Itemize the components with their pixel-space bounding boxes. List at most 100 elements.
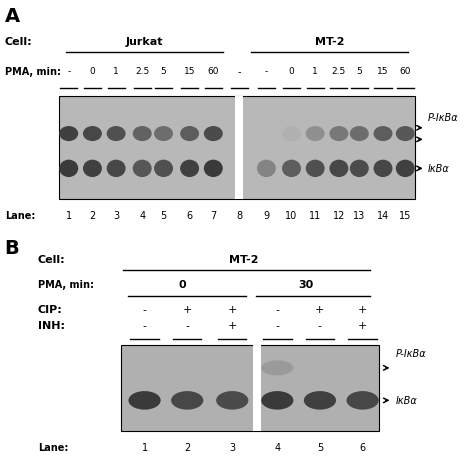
Text: 4: 4 <box>139 210 145 220</box>
Ellipse shape <box>107 160 126 178</box>
Text: 2.5: 2.5 <box>135 67 149 76</box>
Ellipse shape <box>329 127 348 142</box>
Text: 14: 14 <box>377 210 389 220</box>
Ellipse shape <box>107 127 126 142</box>
Text: -: - <box>265 67 268 76</box>
Text: 0: 0 <box>289 67 294 76</box>
Text: 11: 11 <box>309 210 321 220</box>
Text: CIP:: CIP: <box>38 304 63 314</box>
Ellipse shape <box>204 127 223 142</box>
Text: -: - <box>185 320 189 330</box>
Text: 2.5: 2.5 <box>332 67 346 76</box>
Ellipse shape <box>83 160 102 178</box>
Text: Cell:: Cell: <box>5 37 32 47</box>
Text: 13: 13 <box>353 210 365 220</box>
Ellipse shape <box>216 391 248 410</box>
Ellipse shape <box>306 127 325 142</box>
Ellipse shape <box>374 127 392 142</box>
Text: -: - <box>275 304 279 314</box>
Text: +: + <box>358 304 367 314</box>
Text: Lane:: Lane: <box>5 210 35 220</box>
Ellipse shape <box>396 127 415 142</box>
Text: P-IκBα: P-IκBα <box>428 113 458 123</box>
Ellipse shape <box>306 160 325 178</box>
Text: A: A <box>5 7 20 26</box>
Text: 6: 6 <box>187 210 192 220</box>
Text: 0: 0 <box>179 280 186 290</box>
Text: +: + <box>315 304 325 314</box>
Text: Lane:: Lane: <box>38 442 68 452</box>
Ellipse shape <box>59 127 78 142</box>
Ellipse shape <box>133 127 152 142</box>
Ellipse shape <box>282 127 301 142</box>
Text: 8: 8 <box>237 210 242 220</box>
Text: 12: 12 <box>333 210 345 220</box>
Text: 2: 2 <box>184 442 191 452</box>
Text: 10: 10 <box>285 210 298 220</box>
Text: INH:: INH: <box>38 320 65 330</box>
Text: P-IκBα: P-IκBα <box>396 348 427 358</box>
Text: 3: 3 <box>229 442 235 452</box>
Text: -: - <box>143 304 146 314</box>
Ellipse shape <box>282 160 301 178</box>
Ellipse shape <box>350 127 369 142</box>
Text: 1: 1 <box>142 442 147 452</box>
Ellipse shape <box>180 127 199 142</box>
Ellipse shape <box>304 391 336 410</box>
Text: Jurkat: Jurkat <box>126 37 164 47</box>
Text: IκBα: IκBα <box>396 395 418 406</box>
Text: -: - <box>67 67 70 76</box>
Text: Cell:: Cell: <box>38 254 65 264</box>
Text: 15: 15 <box>184 67 195 76</box>
Text: -: - <box>237 67 241 77</box>
Ellipse shape <box>261 391 293 410</box>
Text: -: - <box>143 320 146 330</box>
FancyBboxPatch shape <box>121 345 379 431</box>
Ellipse shape <box>180 160 199 178</box>
Ellipse shape <box>374 160 392 178</box>
Text: 1: 1 <box>66 210 72 220</box>
Ellipse shape <box>128 391 161 410</box>
Text: +: + <box>358 320 367 330</box>
Text: -: - <box>275 320 279 330</box>
Text: 3: 3 <box>113 210 119 220</box>
Text: 15: 15 <box>377 67 389 76</box>
Text: 1: 1 <box>312 67 318 76</box>
Text: 6: 6 <box>360 442 365 452</box>
Text: -: - <box>318 320 322 330</box>
Ellipse shape <box>171 391 203 410</box>
Ellipse shape <box>154 127 173 142</box>
Text: 30: 30 <box>298 280 313 290</box>
Ellipse shape <box>396 160 415 178</box>
FancyBboxPatch shape <box>59 97 415 199</box>
Text: 9: 9 <box>264 210 269 220</box>
Ellipse shape <box>133 160 152 178</box>
Text: +: + <box>228 304 237 314</box>
Text: +: + <box>182 304 192 314</box>
Ellipse shape <box>257 160 276 178</box>
Text: 5: 5 <box>317 442 323 452</box>
Text: 4: 4 <box>274 442 280 452</box>
Ellipse shape <box>59 160 78 178</box>
Text: 0: 0 <box>90 67 95 76</box>
Text: 60: 60 <box>400 67 411 76</box>
Text: IκBα: IκBα <box>428 164 449 174</box>
Bar <box>253 345 261 431</box>
Bar <box>235 97 243 199</box>
Text: 7: 7 <box>210 210 217 220</box>
Text: 1: 1 <box>113 67 119 76</box>
Text: 2: 2 <box>89 210 96 220</box>
Text: PMA, min:: PMA, min: <box>38 280 94 290</box>
Text: 60: 60 <box>208 67 219 76</box>
Ellipse shape <box>350 160 369 178</box>
Text: +: + <box>228 320 237 330</box>
Ellipse shape <box>154 160 173 178</box>
Text: MT-2: MT-2 <box>315 37 344 47</box>
Ellipse shape <box>346 391 379 410</box>
Text: 5: 5 <box>356 67 362 76</box>
Text: 5: 5 <box>161 67 166 76</box>
Text: PMA, min:: PMA, min: <box>5 67 61 77</box>
Text: 5: 5 <box>160 210 167 220</box>
Ellipse shape <box>261 361 293 375</box>
Text: MT-2: MT-2 <box>229 254 259 264</box>
